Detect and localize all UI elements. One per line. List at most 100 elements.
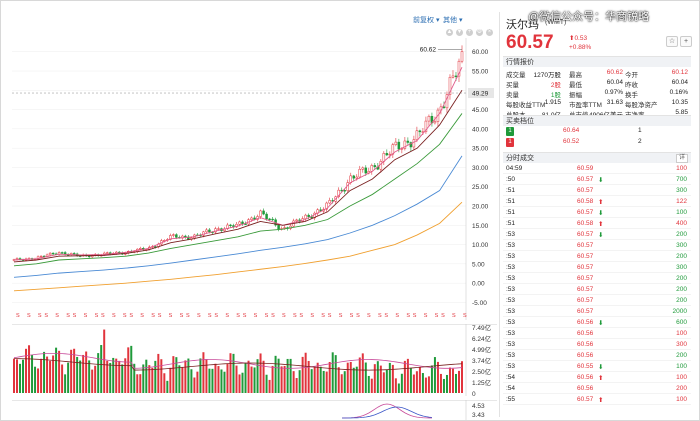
trade-row: :53 60.57 ⬇ 200: [503, 229, 691, 240]
candle-body: [277, 224, 280, 230]
volume-bar: [415, 371, 418, 393]
other-dropdown[interactable]: 其他 ▾: [443, 17, 463, 24]
candle-body: [229, 224, 232, 227]
candle-body: [169, 235, 172, 240]
volume-bar: [169, 367, 172, 393]
quote-label: 今开: [625, 72, 638, 79]
chart-pane: 前复权 ▾ 其他 ▾ ▲ ▼ + ⚙ × 60.0055.0050.0045.0…: [12, 12, 497, 420]
moving-average-line: [13, 201, 463, 292]
detail-button[interactable]: 详: [676, 154, 688, 163]
trade-row: :53 60.57 200: [503, 284, 691, 295]
pane-divider[interactable]: [499, 12, 500, 417]
volume-bar: [79, 360, 82, 393]
indicator-chart[interactable]: 4.53 3.43: [12, 400, 497, 420]
candle-body: [409, 142, 413, 148]
volume-bar: [331, 352, 334, 393]
trade-time: 04:59: [506, 165, 523, 172]
quote-value: 60.12: [671, 69, 688, 76]
panel-down-icon[interactable]: ▼: [456, 29, 463, 36]
candle-body: [48, 252, 52, 256]
trade-row: :53 60.56 200: [503, 350, 691, 361]
add-watchlist-button[interactable]: +: [680, 36, 692, 47]
volume-bar: [358, 357, 361, 393]
trade-row: :53 60.57 2000: [503, 306, 691, 317]
trade-time: :53: [506, 231, 516, 238]
trade-row: :53 60.57 200: [503, 295, 691, 306]
candle-body: [406, 140, 410, 143]
volume-bar: [448, 367, 451, 393]
volume-bar: [109, 362, 112, 393]
quote-value: 60.04: [606, 79, 623, 86]
volume-bar: [409, 367, 412, 393]
candle-body: [337, 189, 340, 198]
trade-row: :53 60.56 100: [503, 328, 691, 339]
trade-row: :53 60.55 ⬇ 100: [503, 361, 691, 372]
volume-bar: [199, 358, 202, 393]
quote-value: 1股: [550, 92, 561, 99]
volume-bar: [73, 348, 76, 393]
volume-bar: [349, 361, 352, 393]
trade-price: 60.56: [577, 330, 594, 337]
y-tick-label: 0.00: [472, 281, 485, 288]
price-chart[interactable]: 60.0055.0050.0045.0040.0035.0030.0025.00…: [12, 38, 497, 320]
high-price-label: 60.62: [420, 46, 437, 53]
indicator-tick-label: 3.43: [472, 412, 485, 419]
trade-row: :55 60.57 ⬆ 100: [503, 394, 691, 405]
candle-body: [328, 200, 331, 204]
orderbook-volume: 2: [638, 138, 642, 145]
panel-settings-icon[interactable]: ⚙: [476, 29, 483, 36]
candle-body: [175, 234, 178, 238]
volume-bar: [382, 372, 385, 393]
volume-bar: [406, 358, 409, 393]
volume-bar: [262, 360, 265, 393]
trade-volume: 200: [676, 231, 687, 238]
panel-close-icon[interactable]: ×: [486, 29, 493, 36]
trade-time: :53: [506, 242, 516, 249]
volume-bar: [277, 358, 280, 393]
adjust-dropdown[interactable]: 前复权 ▾: [413, 17, 440, 24]
trade-price: 60.57: [577, 231, 594, 238]
trade-row: :51 60.57 ⬇ 100: [503, 207, 691, 218]
volume-bar: [367, 375, 370, 393]
volume-bar: [106, 360, 109, 393]
volume-bar: [256, 359, 259, 393]
dividend-marker: S: [384, 313, 388, 319]
volume-bar: [55, 347, 58, 393]
volume-tick-label: 1.25亿: [472, 378, 492, 387]
volume-bar: [25, 348, 28, 393]
panel-up-icon[interactable]: ▲: [446, 29, 453, 36]
candle-body: [241, 221, 244, 225]
trade-time: :51: [506, 198, 516, 205]
volume-bar: [400, 373, 403, 393]
candle-body: [427, 115, 431, 122]
candle-body: [295, 219, 298, 222]
trade-row: :53 60.56 ⬇ 600: [503, 317, 691, 328]
volume-bar: [142, 364, 145, 393]
volume-bar: [133, 363, 136, 393]
candle-body: [51, 252, 55, 255]
quote-value: 1.915: [544, 99, 561, 106]
candle-body: [214, 228, 217, 233]
trade-time: :53: [506, 330, 516, 337]
volume-bar: [226, 363, 229, 393]
candle-body: [370, 165, 374, 172]
trade-price: 60.57: [577, 297, 594, 304]
candle-body: [364, 167, 368, 174]
stock-name: 沃尔玛: [506, 19, 539, 31]
volume-tick-label: 3.74亿: [472, 356, 492, 365]
candle-body: [355, 176, 359, 179]
volume-bar: [430, 365, 433, 393]
candle-body: [388, 153, 392, 156]
panel-add-icon[interactable]: +: [466, 29, 473, 36]
candle-body: [361, 167, 365, 170]
trade-time: :53: [506, 308, 516, 315]
quote-value: 0.97%: [604, 89, 623, 96]
candle-body: [268, 218, 271, 220]
volume-bar: [355, 366, 358, 393]
volume-chart[interactable]: 7.49亿 6.24亿 4.99亿 3.74亿 2.50亿 1.25亿 0: [12, 324, 497, 396]
down-arrow-icon: ⬇: [598, 364, 604, 371]
change-amount: ⬆0.53: [569, 35, 588, 42]
volume-tick-label: 6.24亿: [472, 334, 492, 343]
favorite-star-icon[interactable]: ☆: [666, 36, 678, 47]
volume-bar: [424, 377, 427, 393]
